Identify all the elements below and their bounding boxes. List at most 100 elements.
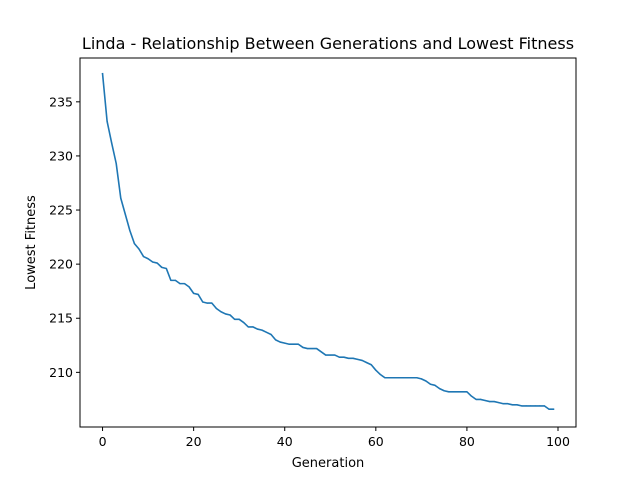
data-point	[398, 377, 400, 379]
data-point	[434, 384, 436, 386]
data-point	[548, 408, 550, 410]
data-point	[334, 354, 336, 356]
series-line	[101, 72, 555, 410]
data-point	[325, 354, 327, 356]
data-point	[370, 364, 372, 366]
data-point	[375, 369, 377, 371]
data-point	[133, 242, 136, 245]
data-point	[516, 404, 518, 406]
data-point	[361, 359, 363, 362]
data-point	[393, 377, 395, 379]
data-point	[247, 326, 249, 328]
y-tick-label: 210	[49, 365, 73, 380]
data-point	[156, 262, 158, 264]
data-point	[261, 329, 263, 331]
data-point	[302, 346, 304, 349]
data-point	[265, 331, 268, 333]
data-point	[416, 377, 418, 379]
data-point	[402, 377, 404, 379]
data-point	[183, 283, 186, 285]
data-point	[357, 358, 359, 360]
data-point	[338, 356, 340, 358]
data-point	[211, 302, 213, 304]
x-tick-label: 80	[459, 434, 475, 449]
data-point	[388, 377, 391, 379]
data-point	[215, 307, 218, 310]
data-point	[379, 373, 381, 376]
chart-title: Linda - Relationship Between Generations…	[82, 34, 574, 53]
data-point	[170, 279, 172, 281]
data-point	[275, 339, 277, 341]
data-point	[411, 377, 413, 379]
x-tick-label: 0	[99, 434, 107, 449]
data-point	[498, 402, 500, 404]
data-point	[366, 362, 368, 364]
data-point	[316, 347, 318, 350]
data-point	[220, 311, 222, 313]
y-tick-label: 235	[49, 94, 73, 109]
data-point	[502, 403, 504, 405]
data-point	[188, 286, 190, 288]
data-point	[534, 405, 536, 407]
y-tick-label: 220	[49, 257, 73, 272]
data-point	[539, 405, 541, 407]
data-point	[407, 377, 409, 379]
data-point	[329, 354, 331, 356]
y-tick-label: 225	[49, 203, 73, 218]
data-point	[475, 398, 477, 401]
data-point	[457, 391, 459, 393]
data-point	[115, 162, 117, 165]
data-point	[429, 383, 432, 385]
data-point	[507, 403, 509, 405]
data-point	[256, 328, 258, 330]
data-point	[543, 405, 545, 407]
x-tick-label: 40	[277, 434, 293, 449]
data-point	[124, 213, 126, 215]
data-point	[452, 391, 454, 393]
data-point	[525, 405, 527, 407]
data-point	[129, 230, 131, 232]
data-point	[174, 279, 177, 281]
data-point	[438, 387, 441, 390]
data-point	[320, 351, 322, 353]
data-point	[120, 197, 122, 199]
axis-ticks: 0 20 40 60 80 100 210 215 220 225 230 235	[49, 94, 570, 449]
data-point	[511, 404, 514, 406]
data-point	[352, 357, 354, 359]
data-point	[461, 391, 463, 393]
plot-area	[101, 72, 555, 410]
data-point	[466, 391, 468, 393]
data-point	[343, 356, 345, 358]
x-axis-label: Generation	[292, 456, 365, 471]
data-point	[224, 313, 227, 315]
data-point	[284, 342, 286, 344]
axes-frame	[79, 57, 577, 428]
data-point	[288, 343, 290, 345]
data-point	[311, 347, 313, 350]
data-point	[193, 292, 195, 294]
data-point	[142, 255, 145, 258]
data-point	[202, 301, 204, 303]
data-point	[138, 248, 140, 250]
x-tick-label: 60	[368, 434, 384, 449]
data-point	[443, 390, 445, 392]
data-point	[530, 405, 532, 407]
data-point	[243, 321, 245, 324]
data-point	[229, 314, 231, 316]
data-point	[420, 378, 422, 380]
data-point	[552, 408, 555, 410]
data-point	[425, 380, 427, 382]
x-tick-label: 20	[186, 434, 202, 449]
data-point	[347, 357, 350, 359]
y-tick-label: 215	[49, 311, 73, 326]
data-point	[165, 267, 167, 270]
data-point	[238, 318, 240, 320]
data-point	[197, 293, 199, 296]
data-point	[111, 142, 113, 144]
data-point	[252, 326, 254, 328]
data-point	[152, 261, 154, 263]
data-point	[179, 283, 181, 285]
data-point	[493, 400, 495, 403]
